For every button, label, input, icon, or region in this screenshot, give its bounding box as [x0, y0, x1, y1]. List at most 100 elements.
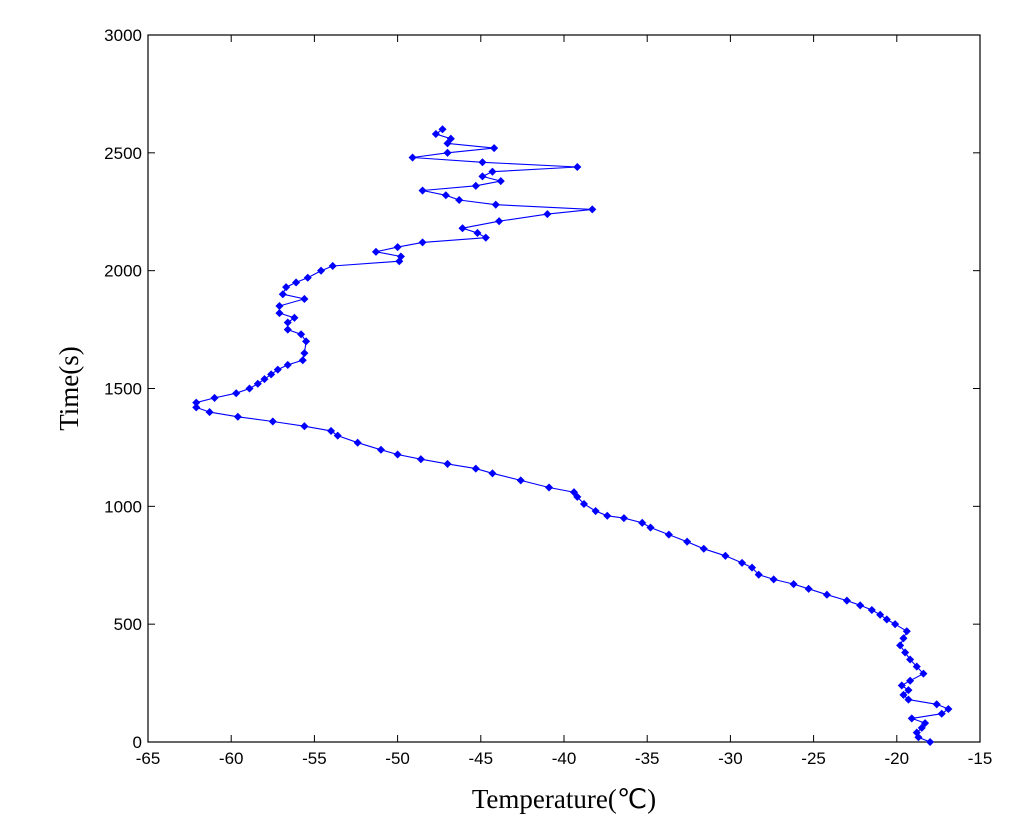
x-tick-label: -65	[136, 749, 161, 768]
data-point	[646, 523, 655, 532]
data-point	[543, 210, 552, 219]
data-point	[393, 243, 402, 252]
data-point	[275, 301, 284, 311]
x-tick-label: -45	[469, 749, 494, 768]
y-axis-label: Time(s)	[54, 346, 84, 431]
data-point	[906, 676, 915, 685]
data-point	[919, 669, 928, 678]
data-point	[591, 507, 600, 516]
data-point	[232, 389, 241, 398]
data-point	[443, 459, 452, 468]
data-point	[495, 217, 504, 226]
x-tick-label: -25	[801, 749, 826, 768]
data-point	[267, 370, 276, 379]
y-tick-label: 3000	[104, 26, 142, 45]
data-point	[253, 379, 262, 388]
data-point	[446, 134, 455, 143]
data-point	[856, 601, 865, 610]
y-axis-ticks: 0 500 1000 1500 2000 2500 3000	[104, 26, 980, 752]
data-point	[328, 261, 337, 270]
data-point	[443, 139, 452, 148]
data-point	[473, 228, 482, 237]
data-point	[303, 273, 312, 282]
data-point	[738, 558, 747, 567]
data-point	[496, 177, 505, 186]
data-point	[408, 153, 417, 162]
series-layer	[192, 125, 953, 747]
x-tick-label: -35	[635, 749, 660, 768]
y-tick-label: 1500	[104, 380, 142, 399]
x-tick-label: -60	[219, 749, 244, 768]
data-point	[579, 499, 588, 509]
data-point	[569, 488, 579, 497]
data-point	[245, 384, 254, 393]
data-point	[458, 224, 467, 233]
data-point	[278, 290, 287, 299]
data-point	[769, 575, 778, 584]
data-point	[897, 681, 906, 690]
data-point	[867, 606, 876, 615]
x-tick-label: -40	[552, 749, 577, 768]
data-point	[926, 737, 935, 747]
data-point	[619, 514, 628, 523]
data-point	[944, 704, 953, 714]
data-point	[603, 511, 612, 520]
data-point	[418, 186, 427, 195]
data-point	[899, 634, 908, 643]
data-point	[438, 125, 447, 134]
data-point	[876, 610, 885, 619]
data-point	[664, 530, 673, 539]
data-point	[842, 596, 851, 605]
data-point	[192, 398, 201, 407]
data-point	[192, 403, 201, 412]
data-point	[292, 278, 301, 287]
data-point	[573, 492, 582, 501]
data-point	[904, 695, 913, 704]
data-point	[396, 252, 405, 261]
y-tick-label: 2000	[104, 262, 142, 281]
data-point	[471, 464, 480, 473]
x-tick-label: -15	[968, 749, 993, 768]
data-point	[822, 590, 831, 599]
data-point	[300, 349, 309, 358]
data-point	[912, 728, 921, 737]
plot-area	[147, 34, 981, 743]
data-point	[418, 238, 427, 247]
data-point	[588, 205, 597, 214]
data-point	[891, 620, 900, 629]
data-point	[478, 158, 487, 167]
data-point	[754, 570, 763, 579]
data-point	[416, 455, 425, 464]
data-point	[789, 580, 798, 589]
data-point	[443, 148, 452, 157]
y-tick-label: 0	[133, 733, 142, 752]
data-point	[721, 551, 730, 560]
x-tick-label: -50	[385, 749, 410, 768]
data-point	[899, 690, 908, 699]
data-point	[376, 445, 385, 454]
data-point	[471, 181, 480, 190]
data-point	[478, 172, 487, 181]
data-point	[393, 450, 402, 459]
data-point	[901, 648, 910, 657]
data-point	[455, 195, 464, 204]
data-point	[302, 337, 311, 346]
data-point	[516, 476, 525, 485]
data-point	[233, 412, 242, 421]
data-point	[283, 318, 292, 327]
data-point	[488, 469, 497, 478]
data-point	[904, 686, 913, 695]
data-point	[298, 356, 307, 365]
data-point	[699, 544, 708, 553]
data-point	[268, 417, 277, 426]
data-point	[260, 375, 269, 384]
data-point	[290, 313, 299, 322]
data-point	[912, 662, 921, 671]
x-tick-label: -55	[302, 749, 327, 768]
data-point	[573, 162, 582, 171]
data-point	[896, 641, 905, 650]
x-tick-label: -30	[718, 749, 743, 768]
data-point	[917, 723, 926, 732]
data-point	[210, 393, 219, 402]
